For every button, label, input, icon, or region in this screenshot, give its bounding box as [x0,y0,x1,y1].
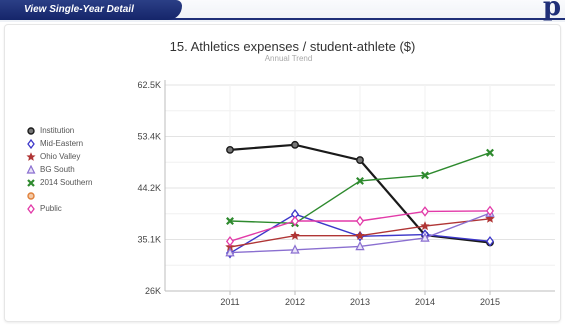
x-tick-label: 2015 [480,297,500,307]
legend-item-bg-south[interactable]: BG South [26,163,93,176]
data-point-ohio-valley [355,230,365,240]
legend-item-public[interactable]: Public [26,202,93,215]
data-point-ohio-valley [290,230,300,240]
data-point-public [420,206,430,217]
data-point-2014-southern [486,148,494,157]
legend-marker-unnamed [27,191,35,200]
data-point-public [225,236,235,247]
data-point-institution [226,146,234,154]
y-tick-label: 26K [145,286,161,296]
legend-marker-public [27,203,35,214]
data-point-ohio-valley [420,221,430,231]
data-point-bg-south [290,244,300,254]
chart-title: 15. Athletics expenses / student-athlete… [169,39,416,54]
legend-item-ohio-valley[interactable]: Ohio Valley [26,150,93,163]
legend-label: Institution [40,126,75,135]
data-point-mid-eastern [485,236,495,247]
data-point-public [290,215,300,227]
data-point-ohio-valley [485,213,495,223]
series-public [225,205,495,247]
legend-label: 2014 Southern [40,178,93,187]
legend-item-unnamed[interactable] [26,189,93,202]
y-tick-label: 35.1K [137,235,161,245]
data-point-public [485,205,495,217]
y-tick-label: 44.2K [137,183,161,193]
legend-marker-ohio-valley [26,151,36,161]
chart-legend: Institution Mid-Eastern Ohio Valley BG Sout… [26,124,93,215]
legend-item-2014-southern[interactable]: 2014 Southern [26,176,93,189]
legend-marker-institution [27,126,35,135]
data-point-bg-south [420,232,430,242]
legend-marker-shape [27,191,35,200]
data-point-2014-southern [356,176,364,185]
data-point-institution [356,156,364,164]
series-ohio-valley [225,213,495,252]
legend-marker-2014-southern [27,178,35,187]
chart-subtitle: Annual Trend [264,54,313,63]
chart-panel [4,24,561,322]
legend-item-mid-eastern[interactable]: Mid-Eastern [26,137,93,150]
legend-label: Public [40,204,62,213]
x-tick-label: 2012 [285,297,305,307]
y-tick-label: 62.5K [137,80,161,90]
y-tick-label: 53.4K [137,132,161,142]
legend-marker-shape [26,164,36,174]
view-single-year-detail-tab[interactable]: View Single-Year Detail [0,0,182,20]
data-point-bg-south [355,240,365,251]
legend-marker-shape [27,138,35,149]
legend-marker-shape [27,178,35,187]
legend-marker-shape [27,203,35,214]
legend-item-institution[interactable]: Institution [26,124,93,137]
data-point-bg-south [225,247,235,257]
tab-underline [0,18,565,20]
legend-label: BG South [40,165,75,174]
legend-marker-shape [27,126,35,135]
x-tick-label: 2014 [415,297,435,307]
x-tick-label: 2013 [350,297,370,307]
legend-marker-mid-eastern [27,138,35,149]
legend-marker-bg-south [26,164,36,174]
data-point-2014-southern [421,171,429,180]
data-point-public [355,215,365,227]
data-point-2014-southern [226,217,234,225]
legend-label: Ohio Valley [40,152,81,161]
corner-logo-glyph: p [542,0,561,22]
x-tick-label: 2011 [220,297,239,307]
legend-marker-shape [26,151,36,161]
data-point-institution [291,140,299,149]
legend-label: Mid-Eastern [40,139,84,148]
